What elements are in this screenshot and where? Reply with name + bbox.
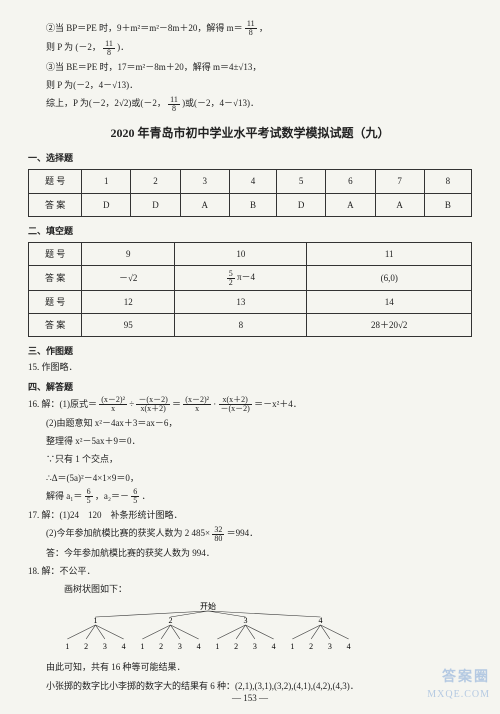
top-line-5: 综上，P 为(－2，2√2)或(－2， 118 )或(－2，4－√13)． [28, 95, 472, 112]
q18-1: 18. 解：不公平． [28, 563, 472, 579]
svg-text:3: 3 [178, 642, 182, 651]
watermark-url: MXQE.COM [427, 686, 490, 704]
q16-2c: ∵只有 1 个交点， [28, 451, 472, 467]
q17a: (2)今年参加航模比赛的获奖人数为 2 485× [46, 528, 210, 538]
frac-e4: x(x＋2)－(x－2) [219, 396, 252, 413]
t5b: )或(－2，4－√13)． [182, 98, 259, 108]
choice-table: 题 号 12 34 56 78 答 案 DD AB DA AB [28, 169, 472, 216]
t1a: ②当 BP＝PE 时，9＋m²＝m²－8m＋20，解得 m＝ [46, 23, 243, 33]
svg-text:3: 3 [253, 642, 257, 651]
fill-table: 题 号 9 10 11 答 案 －√2 52 π－4 (6,0) 题 号 12 … [28, 242, 472, 337]
frac-e3: (x－2)²x [183, 396, 211, 413]
top-line-1: ②当 BP＝PE 时，9＋m²＝m²－8m＋20，解得 m＝ 118 ， [28, 20, 472, 37]
tree-diagram: 开始 1 1 2 3 4 2 1 2 3 4 3 1 2 3 4 4 1 2 3 4 [58, 601, 378, 657]
top-line-2: 则 P 为 (－2， 118 )． [28, 39, 472, 56]
section-4: 四、解答题 [28, 379, 472, 395]
q16-2d: ∴Δ＝(5a)²－4×1×9＝0， [28, 470, 472, 486]
q16eb: ，a₂＝－ [95, 491, 129, 501]
q17-3: 答：今年参加航模比赛的获奖人数为 994． [28, 545, 472, 561]
svg-text:2: 2 [84, 642, 88, 651]
q16-1: 16. 解：(1)原式＝ (x－2)²x ÷ －(x－2)x(x＋2) ＝ (x… [28, 396, 472, 413]
q16ec: ． [142, 491, 151, 501]
svg-text:4: 4 [272, 642, 276, 651]
q16-2e: 解得 a₁＝ 65 ，a₂＝－ 65 ． [28, 488, 472, 505]
svg-text:2: 2 [169, 616, 173, 625]
svg-text:2: 2 [234, 642, 238, 651]
svg-text:3: 3 [328, 642, 332, 651]
paper-title: 2020 年青岛市初中学业水平考试数学模拟试题（九） [28, 123, 472, 145]
section-2: 二、填空题 [28, 223, 472, 239]
section-1: 一、选择题 [28, 150, 472, 166]
top-line-3: ③当 BE＝PE 时，17＝m²－8m＋20，解得 m＝4±√13， [28, 59, 472, 75]
t2b: )． [117, 42, 129, 52]
q16h: 16. 解：(1)原式＝ [28, 399, 97, 409]
svg-text:1: 1 [290, 642, 294, 651]
q17-2: (2)今年参加航模比赛的获奖人数为 2 485× 3280 ＝994． [28, 525, 472, 542]
t5a: 综上，P 为(－2，2√2)或(－2， [46, 98, 166, 108]
frac-e1: (x－2)²x [99, 396, 127, 413]
q16-2b: 整理得 x²－5ax＋9＝0． [28, 433, 472, 449]
svg-text:3: 3 [244, 616, 248, 625]
table-row: 答 案 －√2 52 π－4 (6,0) [29, 266, 472, 290]
t1b: ， [259, 23, 268, 33]
frac-11-8a: 118 [245, 20, 257, 37]
frac-11-8c: 118 [168, 96, 180, 113]
svg-text:2: 2 [309, 642, 313, 651]
frac-5-2: 52 [227, 270, 235, 287]
t2a: 则 P 为 (－2， [46, 42, 101, 52]
svg-text:4: 4 [319, 616, 323, 625]
frac-6-5a: 65 [85, 488, 93, 505]
frac-11-8b: 118 [103, 40, 115, 57]
svg-text:1: 1 [140, 642, 144, 651]
q16ea: 解得 a₁＝ [46, 491, 82, 501]
q18-3: 由此可知，共有 16 种等可能结果． [28, 659, 472, 675]
top-line-4: 则 P 为(－2，4－√13)． [28, 77, 472, 93]
svg-text:3: 3 [103, 642, 107, 651]
svg-text:2: 2 [159, 642, 163, 651]
q18-2: 画树状图如下： [28, 581, 472, 597]
svg-text:1: 1 [65, 642, 69, 651]
frac-32-80: 3280 [212, 526, 224, 543]
frac-6-5b: 65 [131, 488, 139, 505]
table-row: 题 号 9 10 11 [29, 243, 472, 266]
svg-text:4: 4 [347, 642, 351, 651]
table-row: 题 号 12 13 14 [29, 290, 472, 313]
svg-text:1: 1 [215, 642, 219, 651]
table-row: 题 号 12 34 56 78 [29, 170, 472, 193]
table-row: 答 案 95 8 28＋20√2 [29, 313, 472, 336]
q15: 15. 作图略． [28, 359, 472, 375]
svg-text:开始: 开始 [200, 601, 216, 611]
section-3: 三、作图题 [28, 343, 472, 359]
svg-text:4: 4 [122, 642, 126, 651]
table-row: 答 案 DD AB DA AB [29, 193, 472, 216]
q17b: ＝994． [227, 528, 259, 538]
page-number: — 153 — [0, 690, 500, 706]
q17-1: 17. 解：(1)24 120 补条形统计图略． [28, 507, 472, 523]
frac-e2: －(x－2)x(x＋2) [136, 396, 169, 413]
svg-text:4: 4 [197, 642, 201, 651]
svg-text:1: 1 [94, 616, 98, 625]
q16-2a: (2)由题意知 x²－4ax＋3＝ax－6， [28, 415, 472, 431]
